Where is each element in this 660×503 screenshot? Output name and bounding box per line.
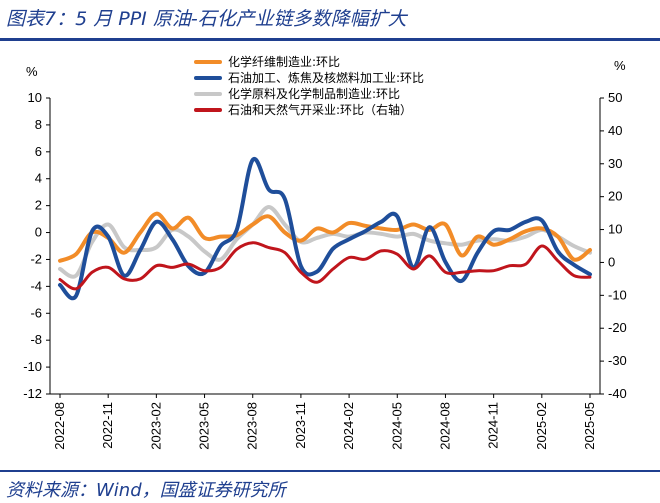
series-line-3 — [58, 241, 592, 291]
left-tick-label: -2 — [30, 251, 42, 266]
right-tick-label: 30 — [608, 156, 622, 171]
right-tick-label: -40 — [608, 386, 627, 401]
x-tick-label: 2024-08 — [437, 402, 452, 450]
left-tick-label: -8 — [30, 332, 42, 347]
x-tick-label: 2023-02 — [148, 402, 163, 450]
x-tick-label: 2022-11 — [100, 402, 115, 449]
series-line-1 — [58, 156, 592, 301]
line-chart: % % 1086420-2-4-6-8-10-1250403020100-10-… — [23, 54, 627, 450]
right-tick-label: 0 — [608, 254, 615, 269]
legend-label-0: 化学纤维制造业:环比 — [228, 54, 340, 69]
series-lines — [58, 156, 592, 301]
axes: 1086420-2-4-6-8-10-1250403020100-10-20-3… — [23, 90, 627, 450]
left-tick-label: -4 — [30, 278, 42, 293]
left-tick-label: 2 — [35, 198, 42, 213]
right-tick-label: 20 — [608, 189, 622, 204]
x-tick-label: 2024-02 — [341, 402, 356, 450]
left-tick-label: 0 — [35, 225, 42, 240]
left-tick-label: -6 — [30, 305, 42, 320]
right-tick-label: -30 — [608, 353, 627, 368]
x-tick-label: 2023-05 — [197, 402, 212, 450]
legend-label-1: 石油加工、炼焦及核燃料加工业:环比 — [228, 70, 424, 85]
left-tick-label: 6 — [35, 144, 42, 159]
legend-label-3: 石油和天然气开采业:环比（右轴） — [228, 102, 412, 117]
x-tick-label: 2025-05 — [582, 402, 597, 450]
chart-title: 图表7：5 月 PPI 原油-石化产业链多数降幅扩大 — [6, 8, 407, 30]
legend: 化学纤维制造业:环比石油加工、炼焦及核燃料加工业:环比化学原料及化学制品制造业:… — [194, 54, 424, 117]
series-line-0 — [58, 211, 592, 263]
footer-divider — [0, 470, 660, 472]
x-tick-label: 2025-02 — [534, 402, 549, 450]
source-note: 资料来源：Wind，国盛证券研究所 — [6, 480, 286, 501]
left-tick-label: 10 — [28, 90, 42, 105]
x-tick-label: 2023-08 — [245, 402, 260, 450]
left-tick-label: -12 — [23, 386, 42, 401]
right-tick-label: 50 — [608, 90, 622, 105]
x-tick-label: 2023-11 — [293, 402, 308, 449]
legend-label-2: 化学原料及化学制品制造业:环比 — [228, 86, 400, 101]
right-axis-unit: % — [614, 58, 626, 73]
left-tick-label: -10 — [23, 359, 42, 374]
right-tick-label: -10 — [608, 287, 627, 302]
right-tick-label: -20 — [608, 320, 627, 335]
x-tick-label: 2024-05 — [389, 402, 404, 450]
right-tick-label: 10 — [608, 222, 622, 237]
x-tick-label: 2022-08 — [52, 402, 67, 450]
title-divider — [0, 38, 660, 41]
series-line-2 — [58, 205, 592, 279]
right-tick-label: 40 — [608, 123, 622, 138]
left-axis-unit: % — [26, 64, 38, 79]
left-tick-label: 4 — [35, 171, 42, 186]
left-tick-label: 8 — [35, 117, 42, 132]
x-tick-label: 2024-11 — [486, 402, 501, 449]
